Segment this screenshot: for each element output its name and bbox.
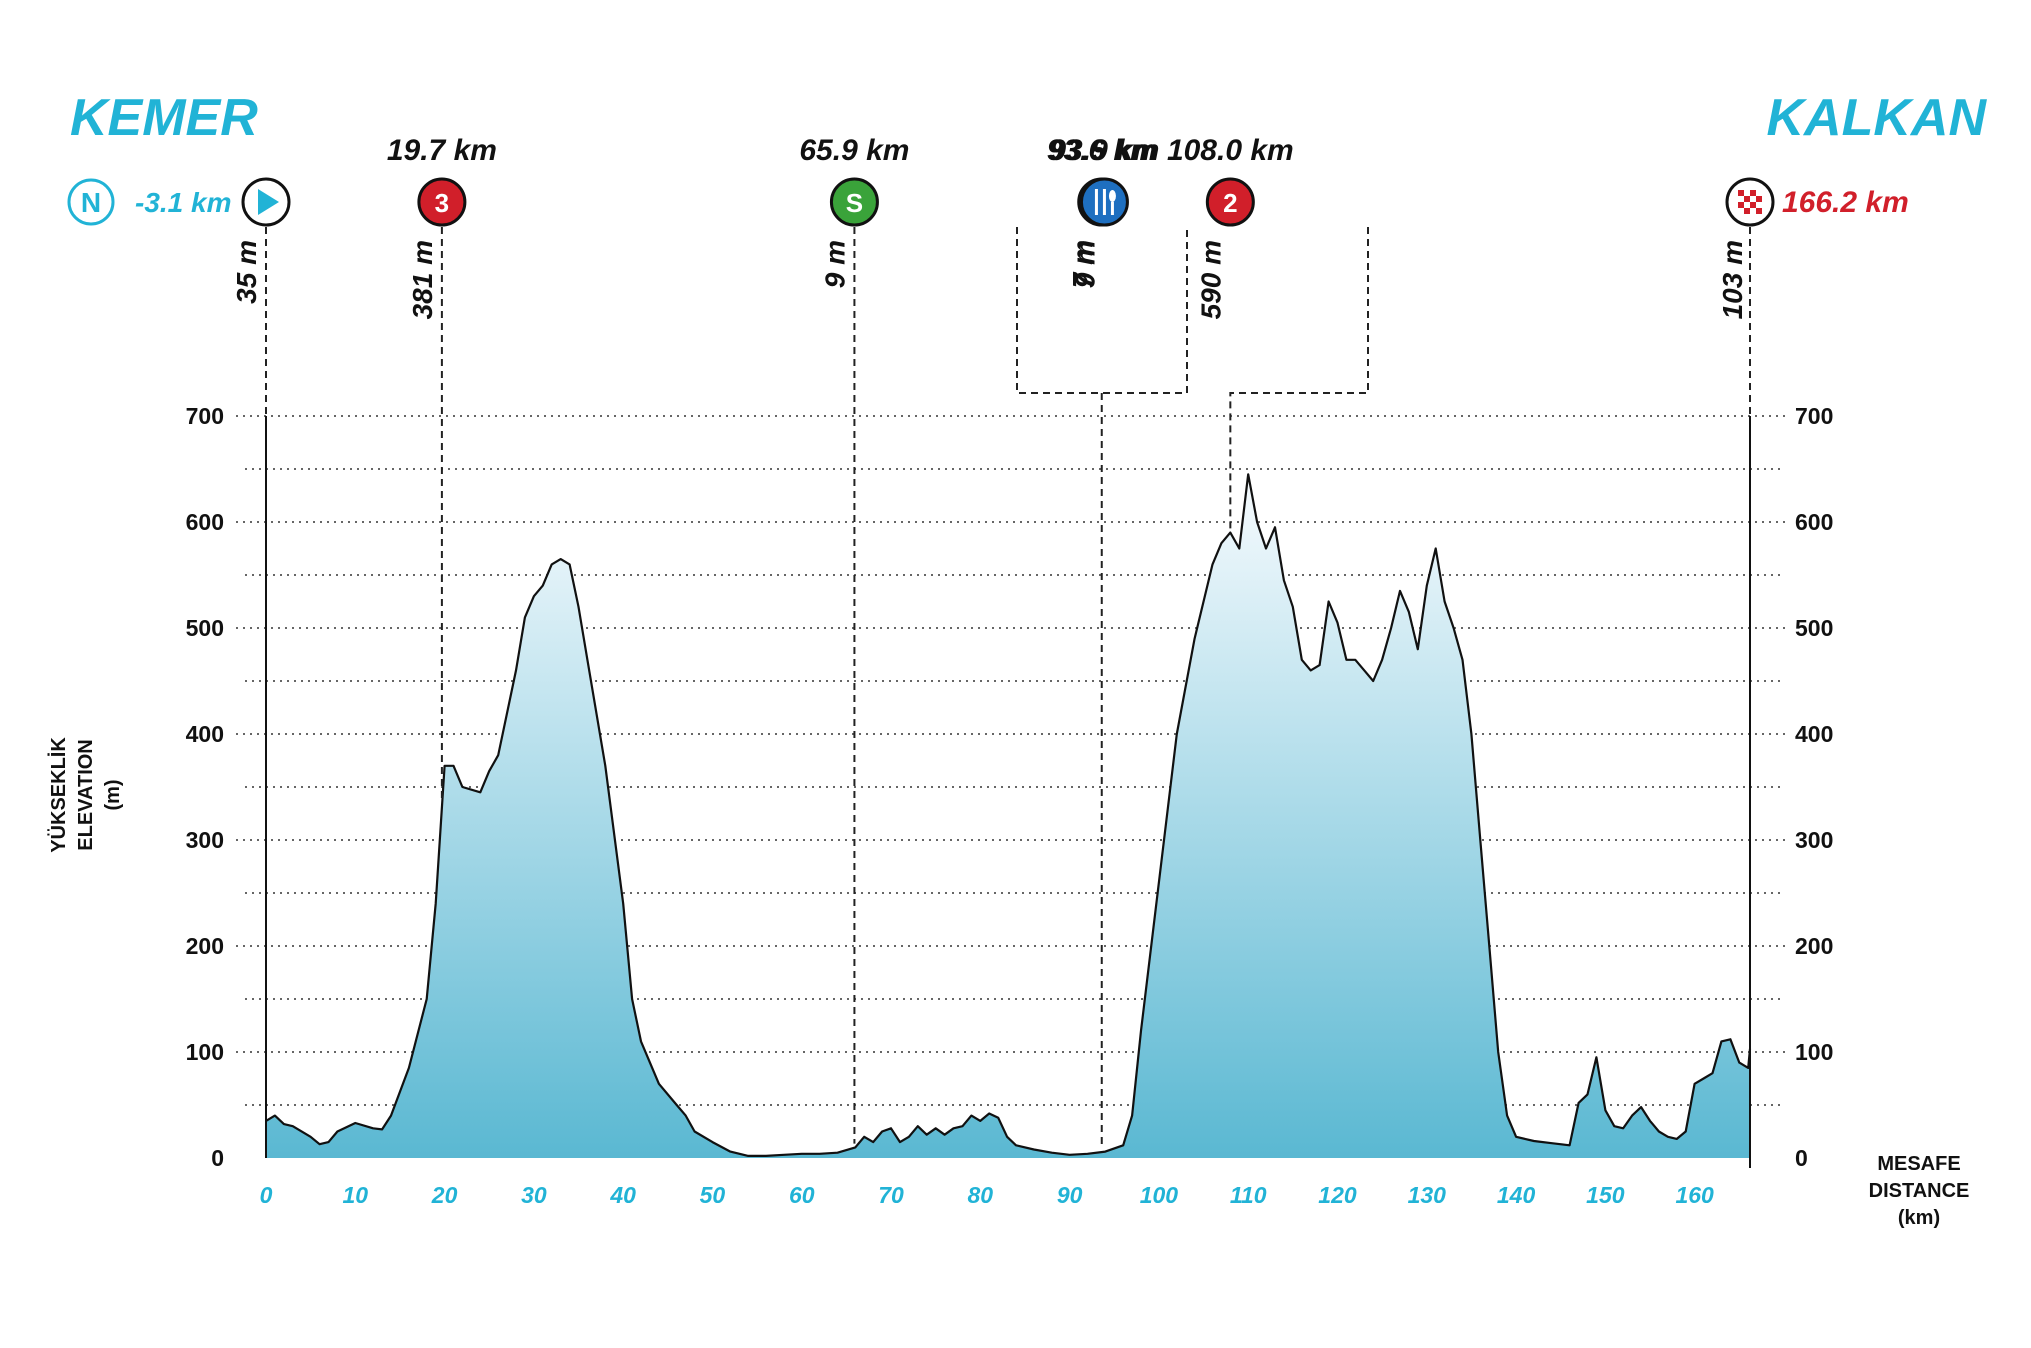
x-tick-label: 70 bbox=[878, 1182, 904, 1208]
kom3-km-label: 19.7 km bbox=[387, 134, 497, 167]
neutral-start-marker: N -3.1 km bbox=[67, 178, 232, 226]
x-tick-label: 150 bbox=[1586, 1182, 1625, 1208]
y-tick-label-right: 600 bbox=[1795, 509, 1833, 535]
x-tick-label: 130 bbox=[1408, 1182, 1447, 1208]
y-tick-label-left: 300 bbox=[186, 827, 224, 853]
bonus-elevation-label: 7 m bbox=[1067, 240, 1098, 288]
y-tick-label-right: 300 bbox=[1795, 827, 1833, 853]
y-tick-label-right: 400 bbox=[1795, 721, 1833, 747]
neutral-start-icon bbox=[67, 178, 115, 226]
start-city-label: KEMER bbox=[70, 89, 258, 147]
kom-cat2-icon bbox=[1205, 177, 1255, 227]
sprint-elevation-label: 9 m bbox=[819, 240, 850, 288]
elevation-fill bbox=[266, 474, 1750, 1158]
kom3-elevation-label: 381 m bbox=[407, 240, 438, 319]
x-axis-title-unit: (km) bbox=[1898, 1207, 1940, 1229]
x-tick-label: 30 bbox=[521, 1182, 547, 1208]
elevation-area bbox=[265, 473, 1752, 1158]
bonus-feed-bracket bbox=[1016, 227, 1188, 394]
x-tick-label: 100 bbox=[1140, 1182, 1179, 1208]
kom2-marker: 108.0 km 2 590 m bbox=[1167, 134, 1294, 319]
finish-marker: 166.2 km 103 m bbox=[1717, 177, 1909, 319]
x-tick-label: 60 bbox=[789, 1182, 815, 1208]
x-tick-label: 160 bbox=[1675, 1182, 1714, 1208]
y-tick-label-left: 600 bbox=[186, 509, 224, 535]
spoon-glyph bbox=[1108, 190, 1116, 202]
x-tick-label: 90 bbox=[1057, 1182, 1083, 1208]
y-tick-label-right: 100 bbox=[1795, 1039, 1833, 1065]
flag-square bbox=[1744, 196, 1750, 202]
sprint-letter: S bbox=[846, 188, 863, 218]
flag-square bbox=[1756, 196, 1762, 202]
finish-elevation-label: 103 m bbox=[1717, 240, 1748, 319]
flag-square bbox=[1750, 190, 1756, 196]
sprint-km-label: 65.9 km bbox=[799, 134, 909, 167]
y-axis-title-en: ELEVATION bbox=[75, 739, 97, 850]
y-axis-title-unit: (m) bbox=[102, 779, 124, 810]
start-marker: 35 m bbox=[231, 177, 291, 304]
start-arrow bbox=[258, 189, 279, 215]
y-tick-label-right: 700 bbox=[1795, 403, 1833, 429]
kom2-elevation-label: 590 m bbox=[1195, 240, 1226, 319]
sprint-marker: 65.9 km S 9 m bbox=[799, 134, 909, 288]
x-tick-label: 80 bbox=[968, 1182, 994, 1208]
x-tick-label: 20 bbox=[431, 1182, 458, 1208]
start-elevation-label: 35 m bbox=[231, 240, 262, 304]
finish-km-label: 166.2 km bbox=[1782, 186, 1909, 219]
flag-square bbox=[1744, 208, 1750, 214]
x-tick-label: 0 bbox=[260, 1182, 273, 1208]
neutral-start-badge: N bbox=[81, 187, 101, 218]
y-tick-label-left: 500 bbox=[186, 615, 224, 641]
flag-square bbox=[1738, 190, 1744, 196]
sprint-icon bbox=[829, 177, 879, 227]
y-tick-label-left: 200 bbox=[186, 933, 224, 959]
kom3-category-number: 3 bbox=[435, 188, 449, 218]
feed-elevation-label: 9 m bbox=[1069, 240, 1100, 288]
x-tick-label: 110 bbox=[1230, 1182, 1267, 1208]
kom3-marker: 19.7 km 3 381 m bbox=[387, 134, 497, 319]
kom2-leader bbox=[1229, 227, 1369, 529]
y-tick-label-left: 400 bbox=[186, 721, 224, 747]
y-tick-label-right: 200 bbox=[1795, 933, 1833, 959]
x-axis-title-tr: MESAFE bbox=[1877, 1153, 1960, 1175]
flag-square bbox=[1756, 208, 1762, 214]
x-axis-title: MESAFE DISTANCE (km) bbox=[1869, 1153, 1970, 1229]
x-tick-label: 10 bbox=[342, 1182, 368, 1208]
kom-cat3-icon bbox=[417, 177, 467, 227]
bonus-km-label: 93.6 km bbox=[1047, 134, 1157, 167]
feed-km-label: 93.9 km bbox=[1049, 134, 1159, 167]
x-tick-label: 140 bbox=[1497, 1182, 1536, 1208]
flag-square bbox=[1750, 202, 1756, 208]
x-axis-title-en: DISTANCE bbox=[1869, 1180, 1970, 1202]
x-tick-label: 50 bbox=[700, 1182, 726, 1208]
y-tick-label-right: 0 bbox=[1795, 1145, 1808, 1171]
y-axis-title-tr: YÜKSEKLİK bbox=[47, 737, 70, 853]
neutral-start-km: -3.1 km bbox=[135, 187, 232, 218]
y-axis-title: YÜKSEKLİK ELEVATION (m) bbox=[47, 737, 124, 853]
y-tick-label-left: 100 bbox=[186, 1039, 224, 1065]
feed-marker: 93.9 km 9 m bbox=[1049, 134, 1159, 288]
x-tick-label: 120 bbox=[1318, 1182, 1357, 1208]
elevation-line bbox=[265, 473, 1752, 1157]
finish-city-label: KALKAN bbox=[1766, 89, 1987, 147]
kom2-km-label: 108.0 km bbox=[1167, 134, 1294, 167]
y-tick-label-right: 500 bbox=[1795, 615, 1833, 641]
y-tick-label-left: 700 bbox=[186, 403, 224, 429]
kom2-category-number: 2 bbox=[1223, 188, 1237, 218]
y-tick-label-left: 0 bbox=[211, 1145, 224, 1171]
x-tick-label: 40 bbox=[609, 1182, 636, 1208]
flag-square bbox=[1738, 202, 1744, 208]
